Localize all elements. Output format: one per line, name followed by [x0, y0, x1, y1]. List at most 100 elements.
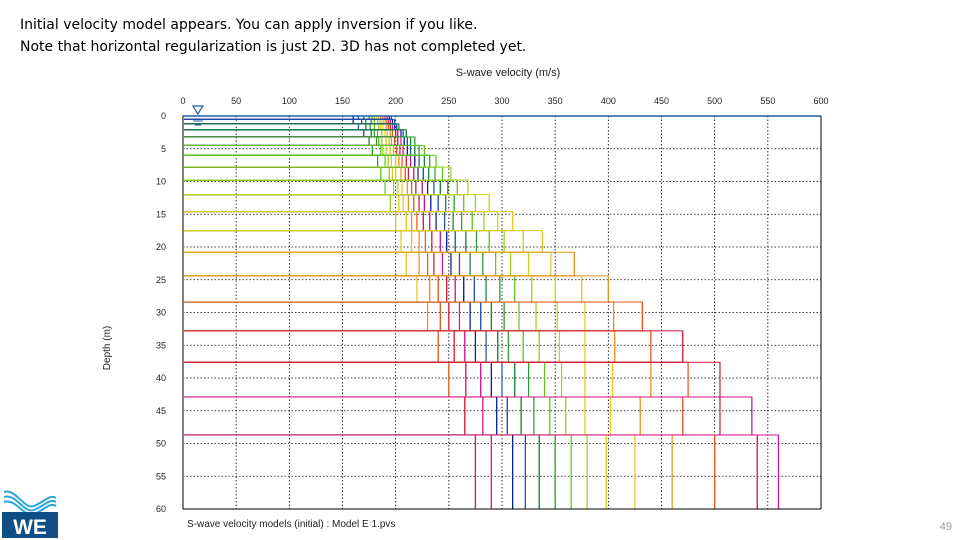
layer-box	[182, 434, 636, 510]
layer-box	[182, 194, 439, 213]
layer-box	[182, 144, 384, 156]
layer-box	[182, 330, 524, 363]
layer-box	[182, 136, 405, 146]
layer-box	[182, 361, 652, 398]
layer-box	[182, 166, 452, 181]
layer-box	[182, 211, 499, 232]
layer-box	[182, 118, 367, 125]
layer-box	[182, 194, 476, 213]
layer-box	[182, 154, 400, 168]
layer-box	[182, 251, 530, 277]
layer-box	[182, 136, 416, 146]
layer-box	[182, 118, 363, 125]
layer-box	[182, 230, 402, 253]
y-tick-label: 55	[156, 471, 166, 481]
layer-box	[182, 301, 615, 332]
layer-box	[182, 194, 465, 213]
layer-box	[182, 194, 391, 213]
layer-box	[182, 330, 439, 363]
y-tick-label: 15	[156, 209, 166, 219]
layer-box	[182, 166, 415, 181]
layer-box	[182, 118, 372, 125]
we-logo: WE	[2, 484, 58, 538]
layer-box	[182, 144, 373, 156]
chart-title: S-wave velocity (m/s)	[456, 67, 561, 79]
layer-box	[182, 330, 476, 363]
layer-box	[182, 434, 526, 510]
layer-box	[182, 136, 383, 146]
layer-box	[182, 144, 404, 156]
layer-box	[182, 179, 429, 196]
y-tick-label: 60	[156, 504, 166, 514]
layer-box	[182, 330, 487, 363]
layer-box	[182, 251, 575, 277]
layer-box	[182, 136, 396, 146]
layer-box	[182, 330, 586, 363]
layer-box	[182, 129, 388, 138]
layer-box	[182, 154, 437, 168]
layer-box	[182, 361, 450, 398]
layer-box	[182, 396, 466, 436]
layer-box	[182, 301, 505, 332]
layer-box	[182, 144, 420, 156]
layer-box	[182, 129, 372, 138]
layer-box	[182, 179, 435, 196]
layer-box	[182, 144, 387, 156]
x-tick-label: 200	[388, 96, 403, 106]
layer-box	[182, 230, 433, 253]
layer-box	[182, 194, 409, 213]
x-tick-label: 150	[335, 96, 350, 106]
layer-box	[182, 301, 586, 332]
layer-box	[182, 179, 423, 196]
layer-box	[182, 396, 641, 436]
layer-box	[182, 166, 406, 181]
layer-box	[182, 118, 354, 125]
layer-box	[182, 194, 420, 213]
layer-box	[182, 396, 586, 436]
y-tick-label: 35	[156, 340, 166, 350]
layer-box	[182, 129, 386, 138]
layer-box	[182, 230, 505, 253]
page-number: 49	[939, 521, 952, 533]
layer-box	[182, 434, 556, 510]
x-tick-label: 300	[494, 96, 509, 106]
layer-box	[182, 136, 387, 146]
layer-box	[182, 396, 508, 436]
layer-box	[182, 330, 466, 363]
layer-box	[182, 230, 448, 253]
layer-box	[182, 136, 378, 146]
layer-box	[182, 230, 467, 253]
x-tick-label: 500	[707, 96, 722, 106]
layer-box	[182, 361, 563, 398]
y-tick-label: 45	[156, 406, 166, 416]
layer-box	[182, 396, 684, 436]
layer-box	[182, 230, 441, 253]
frame-layer	[182, 105, 822, 510]
layer-box	[182, 154, 403, 168]
layer-box	[182, 144, 401, 156]
layer-box	[182, 118, 391, 125]
layer-box	[182, 301, 558, 332]
layer-box	[182, 396, 567, 436]
layer-box	[182, 361, 546, 398]
layer-box	[182, 396, 484, 436]
layer-box	[182, 230, 456, 253]
layer-box	[182, 251, 429, 277]
layer-box	[182, 129, 402, 138]
slide-caption: Initial velocity model appears. You can …	[20, 14, 526, 58]
layer-box	[182, 301, 482, 332]
series-layer	[182, 115, 780, 510]
layer-box	[182, 194, 415, 213]
layer-box	[182, 179, 403, 196]
layer-box	[182, 129, 383, 138]
layer-box	[182, 301, 441, 332]
layer-box	[182, 136, 402, 146]
layer-box	[182, 179, 413, 196]
layer-box	[182, 251, 460, 277]
y-tick-label: 10	[156, 177, 166, 187]
layer-box	[182, 301, 643, 332]
layer-box	[182, 123, 391, 131]
y-tick-label: 0	[161, 111, 166, 121]
layer-box	[182, 166, 390, 181]
layer-box	[182, 251, 484, 277]
